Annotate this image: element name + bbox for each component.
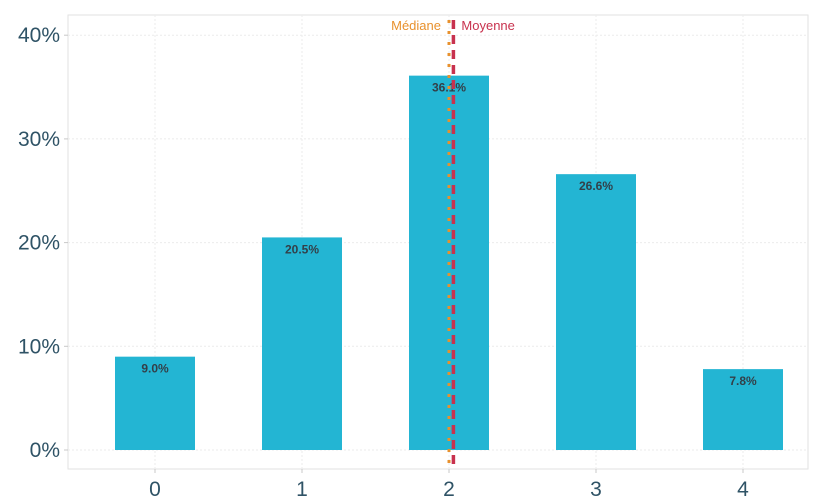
x-tick-label: 3	[590, 478, 602, 499]
reference-lines: Médiane Moyenne	[391, 18, 515, 470]
bars	[115, 75, 783, 450]
y-axis-ticks: 0% 10% 20% 30% 40%	[18, 24, 68, 462]
reference-label-médiane: Médiane	[391, 18, 441, 33]
x-tick-label: 0	[149, 478, 161, 499]
y-tick-label: 40%	[18, 24, 60, 47]
x-tick-label: 1	[296, 478, 308, 499]
x-tick-label: 4	[737, 478, 749, 499]
bar-0	[115, 356, 195, 450]
bar-1	[262, 237, 342, 450]
x-tick-label: 2	[443, 478, 455, 499]
y-tick-label: 10%	[18, 335, 60, 358]
y-tick-label: 0%	[30, 439, 60, 462]
bar-4	[703, 369, 783, 450]
reference-label-moyenne: Moyenne	[461, 18, 514, 33]
x-axis-ticks: 0 1 2 3 4	[149, 469, 749, 499]
y-tick-label: 30%	[18, 128, 60, 151]
y-tick-label: 20%	[18, 232, 60, 255]
bar-3	[556, 174, 636, 450]
bar-value-label: 7.8%	[729, 374, 757, 388]
bar-value-label: 26.6%	[579, 179, 613, 193]
bar-value-label: 9.0%	[141, 362, 169, 376]
bar-value-label: 20.5%	[285, 242, 319, 256]
